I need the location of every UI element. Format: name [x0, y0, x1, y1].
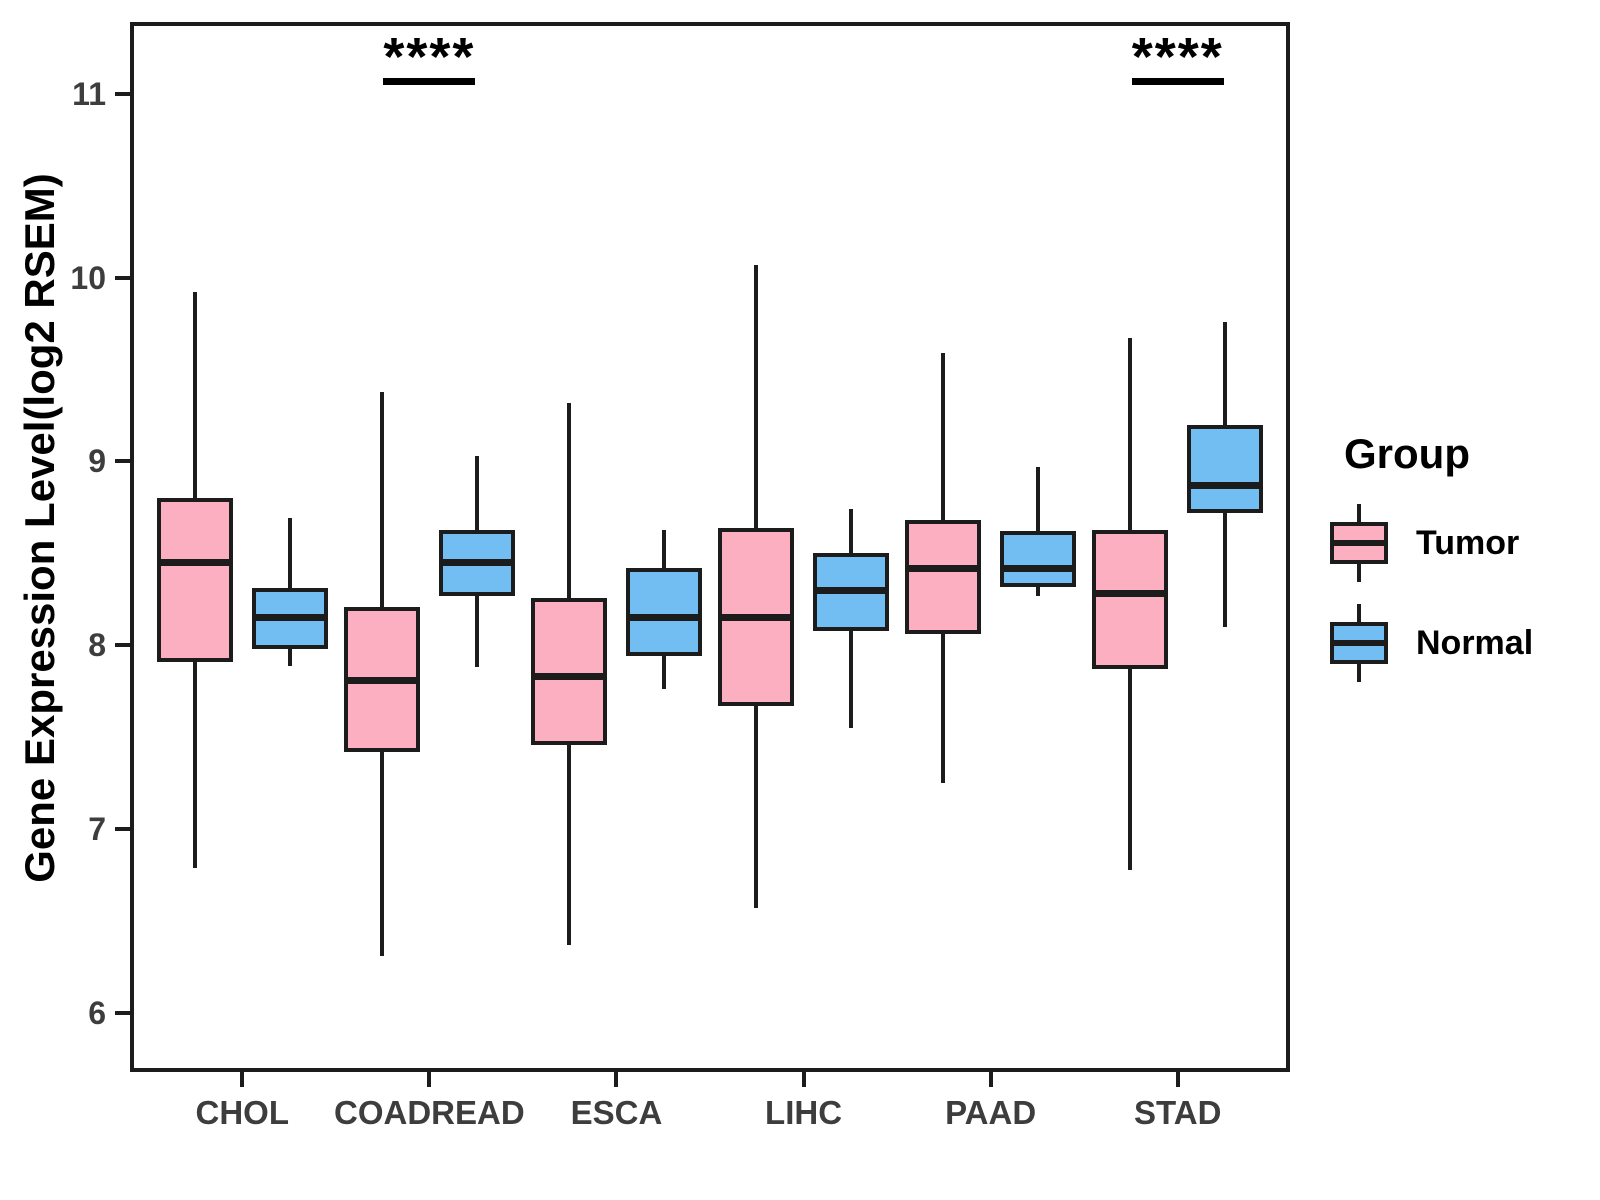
x-tick-mark	[1175, 1072, 1180, 1087]
legend-label-normal: Normal	[1416, 623, 1534, 662]
median-tumor-esca	[533, 673, 604, 681]
median-tumor-stad	[1095, 590, 1166, 598]
normal-boxplot-key-icon	[1330, 604, 1388, 682]
significance-stars-coadread: ****	[383, 27, 476, 87]
significance-bar-stad	[1131, 78, 1224, 85]
median-normal-chol	[254, 614, 325, 622]
y-tick-mark	[115, 275, 130, 280]
y-tick-mark	[115, 459, 130, 464]
key-box	[1330, 622, 1388, 664]
tumor-boxplot-key-icon	[1330, 504, 1388, 582]
y-tick-label: 7	[88, 811, 106, 848]
box-tumor-stad	[1092, 529, 1169, 670]
y-tick-mark	[115, 643, 130, 648]
y-tick-label: 9	[88, 443, 106, 480]
median-normal-coadread	[441, 559, 512, 567]
significance-bar-coadread	[383, 78, 476, 85]
box-tumor-esca	[530, 597, 607, 745]
median-normal-esca	[628, 614, 699, 622]
key-median-line	[1334, 640, 1384, 646]
x-tick-label-chol: CHOL	[195, 1094, 290, 1131]
y-tick-label: 11	[72, 75, 106, 112]
legend-item-tumor: Tumor	[1330, 504, 1533, 582]
key-box	[1330, 522, 1388, 564]
box-normal-stad	[1187, 424, 1264, 513]
median-tumor-coadread	[346, 676, 417, 684]
y-tick-mark	[115, 827, 130, 832]
legend: Group Tumor Normal	[1330, 430, 1533, 704]
legend-title: Group	[1344, 430, 1470, 477]
x-tick-mark	[801, 1072, 806, 1087]
median-tumor-lihc	[721, 614, 792, 622]
y-tick-label: 10	[70, 259, 106, 296]
box-tumor-chol	[156, 498, 233, 662]
x-tick-mark	[427, 1072, 432, 1087]
median-normal-stad	[1190, 481, 1261, 489]
y-tick-label: 6	[88, 995, 106, 1032]
x-tick-mark	[614, 1072, 619, 1087]
median-tumor-paad	[908, 564, 979, 572]
box-normal-esca	[625, 568, 702, 657]
median-normal-paad	[1003, 564, 1074, 572]
y-tick-mark	[115, 1011, 130, 1016]
legend-label-tumor: Tumor	[1416, 523, 1520, 562]
box-normal-paad	[1000, 531, 1077, 587]
x-tick-label-paad: PAAD	[945, 1094, 1037, 1131]
median-normal-lihc	[816, 586, 887, 594]
x-tick-label-stad: STAD	[1134, 1094, 1222, 1131]
x-tick-label-coadread: COADREAD	[334, 1094, 525, 1131]
x-tick-label-lihc: LIHC	[765, 1094, 843, 1131]
y-tick-mark	[115, 91, 130, 96]
y-tick-label: 8	[88, 627, 106, 664]
median-tumor-chol	[159, 559, 230, 567]
legend-item-normal: Normal	[1330, 604, 1533, 682]
box-tumor-paad	[905, 520, 982, 635]
x-tick-mark	[240, 1072, 245, 1087]
x-tick-mark	[988, 1072, 993, 1087]
x-tick-label-esca: ESCA	[570, 1094, 663, 1131]
significance-stars-stad: ****	[1131, 27, 1224, 87]
key-median-line	[1334, 540, 1384, 546]
